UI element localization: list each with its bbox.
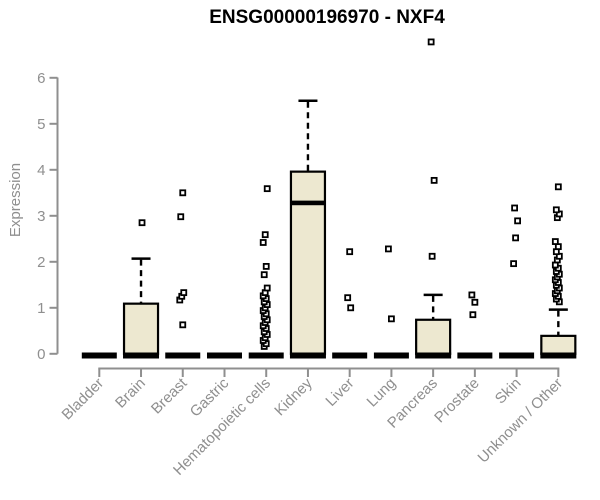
outlier-breast-3 — [180, 289, 188, 297]
y-tick-label: 6 — [37, 70, 45, 87]
x-tick-label-lung: Lung — [364, 375, 400, 411]
outlier-prostate-0 — [469, 311, 477, 319]
box-pancreas — [415, 318, 452, 355]
outlier-liver-1 — [344, 294, 352, 302]
box-gastric — [206, 352, 242, 359]
outlier-skin-3 — [511, 204, 518, 212]
box-lung — [373, 352, 409, 359]
outlier-breast-5 — [179, 189, 187, 197]
outlier-pancreas-1 — [430, 176, 438, 184]
outlier-prostate-1 — [471, 298, 479, 306]
outlier-brain-0 — [138, 219, 146, 227]
y-tick-label: 3 — [37, 208, 45, 225]
box-prostate — [457, 352, 493, 359]
outlier-skin-0 — [510, 260, 518, 268]
x-tick-label-kidney: Kidney — [271, 374, 316, 419]
outlier-breast-4 — [177, 213, 185, 221]
y-tick-label: 1 — [37, 300, 45, 317]
outlier-hematopoietic-cells-24 — [263, 185, 271, 193]
outlier-unknown-other-22 — [554, 183, 562, 191]
outlier-unknown-other-18 — [551, 238, 559, 245]
outlier-skin-2 — [514, 217, 521, 225]
outlier-unknown-other-21 — [552, 206, 560, 214]
box-bladder — [81, 352, 117, 359]
outlier-pancreas-2 — [427, 38, 435, 46]
x-tick-label-prostate: Prostate — [431, 375, 483, 427]
box-bottom-pancreas — [415, 352, 452, 359]
outlier-skin-1 — [512, 234, 519, 242]
x-tick-label-skin: Skin — [492, 375, 525, 408]
outlier-lung-0 — [388, 315, 395, 323]
box-hematopoietic-cells — [248, 352, 284, 359]
outlier-liver-2 — [346, 248, 354, 256]
outlier-hematopoietic-cells-23 — [261, 231, 269, 239]
outlier-hematopoietic-cells-20 — [260, 271, 268, 279]
y-tick-label: 2 — [37, 254, 45, 271]
box-skin — [499, 352, 535, 359]
y-axis-title: Expression — [7, 163, 24, 237]
outlier-hematopoietic-cells-21 — [262, 262, 270, 270]
box-bottom-unknown-other — [540, 352, 577, 359]
outlier-hematopoietic-cells-22 — [259, 239, 267, 246]
box-kidney — [289, 170, 327, 355]
box-brain — [122, 302, 160, 355]
y-tick-label: 0 — [37, 346, 45, 363]
box-liver — [332, 352, 368, 359]
outlier-breast-0 — [179, 321, 187, 329]
outlier-hematopoietic-cells-19 — [263, 284, 271, 292]
x-tick-label-bladder: Bladder — [59, 375, 108, 424]
median-kidney — [290, 200, 325, 206]
outlier-prostate-2 — [468, 291, 476, 299]
x-tick-label-breast: Breast — [148, 374, 191, 417]
outlier-lung-1 — [385, 245, 392, 253]
box-unknown-other — [540, 334, 577, 355]
x-tick-label-brain: Brain — [112, 375, 149, 412]
outlier-pancreas-0 — [428, 252, 436, 260]
x-tick-label-liver: Liver — [322, 375, 357, 410]
box-bottom-kidney — [289, 352, 326, 359]
y-tick-label: 4 — [37, 162, 45, 179]
outlier-liver-0 — [347, 304, 355, 312]
box-bottom-brain — [123, 352, 160, 359]
box-breast — [165, 352, 201, 359]
y-tick-label: 5 — [37, 116, 45, 133]
chart-title: ENSG00000196970 - NXF4 — [209, 7, 445, 28]
